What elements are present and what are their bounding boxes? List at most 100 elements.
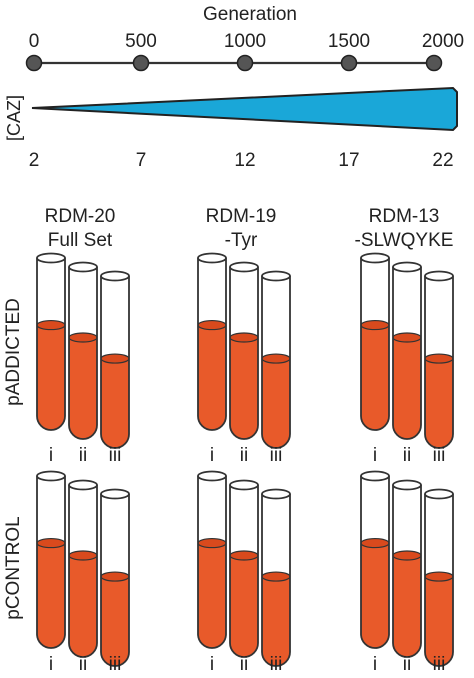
tube-r0-c0-i-meniscus: [36, 319, 66, 331]
tube-r0-c1-ii-rim: [229, 261, 259, 273]
tube-r1-c0-i: [36, 470, 66, 649]
caz-conc-2: 2: [29, 150, 40, 171]
generation-tick-0: 0: [29, 31, 40, 52]
column-header-rdm19-line2: -Tyr: [225, 230, 258, 251]
tube-r0-c1-ii-meniscus: [229, 332, 259, 343]
tube-r0-c1-iii-meniscus: [261, 353, 291, 364]
generation-tick-500: 500: [125, 31, 157, 52]
column-header-rdm20-line2: Full Set: [48, 230, 113, 251]
tube-r0-c2-i-liquid: [361, 325, 389, 430]
tube-label-r1-c1-ii: ii: [240, 654, 248, 675]
tube-r1-c1-ii-liquid: [230, 555, 258, 657]
tube-r1-c0-i-liquid: [37, 543, 65, 648]
tube-r1-c0-iii-rim: [100, 488, 130, 500]
column-header-rdm19-line1: RDM-19: [206, 206, 277, 227]
tube-r1-c1-i-rim: [197, 470, 227, 482]
caz-label: [CAZ]: [4, 95, 24, 141]
tube-r0-c2-i-rim: [360, 252, 390, 264]
tube-r0-c1-i-liquid: [198, 325, 226, 430]
generation-title: Generation: [203, 4, 297, 25]
tube-r1-c1-ii: [229, 479, 259, 658]
tube-r0-c2-ii-liquid: [393, 337, 421, 439]
timeline-node-2000: [425, 54, 443, 72]
tube-r0-c0-i-rim: [36, 252, 66, 264]
row-label-paddicted: pADDICTED: [3, 298, 24, 406]
timeline-node-1500: [340, 54, 358, 72]
tube-label-r1-c2-iii: iii: [433, 654, 446, 675]
tube-label-r0-c0-iii: iii: [109, 445, 122, 466]
tube-r1-c1-ii-meniscus: [229, 550, 259, 561]
tube-r1-c2-ii-rim: [392, 479, 422, 491]
tube-r0-c0-iii-glass: [100, 276, 130, 449]
tube-label-r0-c2-ii: ii: [403, 445, 411, 466]
timeline: Generation 0 500 1000 1500 2000 [CAZ] 2 …: [4, 4, 464, 171]
tube-r1-c0-i-glass: [36, 476, 66, 649]
tube-r0-c2-iii-glass: [424, 276, 454, 449]
tube-r1-c1-iii: [261, 488, 291, 667]
tube-r0-c0-ii-meniscus: [68, 332, 98, 343]
tube-label-r1-c1-iii: iii: [270, 654, 283, 675]
tube-r0-c1-ii: [229, 261, 259, 440]
tube-label-r0-c0-ii: ii: [79, 445, 87, 466]
tube-r1-c1-i-glass: [197, 476, 227, 649]
caz-conc-17: 17: [338, 150, 359, 171]
timeline-node-1000: [236, 54, 254, 72]
tube-r1-c2-i-rim: [360, 470, 390, 482]
tube-r0-c2-i: [360, 252, 390, 431]
caz-conc-12: 12: [234, 150, 255, 171]
tube-label-r1-c0-ii: ii: [79, 654, 87, 675]
tube-label-r0-c2-iii: iii: [433, 445, 446, 466]
tube-label-r0-c1-iii: iii: [270, 445, 283, 466]
tube-r1-c0-iii: [100, 488, 130, 667]
tube-r1-c0-i-meniscus: [36, 537, 66, 549]
tube-r1-c0-ii-rim: [68, 479, 98, 491]
tube-r1-c1-iii-rim: [261, 488, 291, 500]
tube-r1-c1-ii-rim: [229, 479, 259, 491]
tube-r0-c1-i-glass: [197, 258, 227, 431]
tube-r0-c2-ii: [392, 261, 422, 440]
tube-r1-c2-iii-liquid: [425, 576, 453, 666]
tube-r1-c2-iii-meniscus: [424, 571, 454, 582]
tube-r0-c0-iii: [100, 270, 130, 449]
tube-r0-c1-ii-glass: [229, 267, 259, 440]
caz-conc-22: 22: [432, 150, 453, 171]
caz-gradient-wedge: [31, 86, 458, 132]
tube-r1-c0-ii-meniscus: [68, 550, 98, 561]
tube-r0-c0-ii-liquid: [69, 337, 97, 439]
tube-r0-c1-i: [197, 252, 227, 431]
tube-r0-c0-iii-meniscus: [100, 353, 130, 364]
tube-r1-c0-iii-glass: [100, 494, 130, 667]
timeline-node-500: [132, 54, 150, 72]
column-headers: RDM-20 Full Set RDM-19 -Tyr RDM-13 -SLWQ…: [45, 206, 454, 251]
row-labels: pADDICTED pCONTROL: [3, 298, 24, 620]
tube-r1-c2-ii-meniscus: [392, 550, 422, 561]
tube-r0-c0-i-liquid: [37, 325, 65, 430]
tube-r1-c1-iii-liquid: [262, 576, 290, 666]
tube-r1-c2-ii-glass: [392, 485, 422, 658]
tube-label-r1-c2-i: i: [373, 654, 377, 675]
tube-r1-c2-ii-liquid: [393, 555, 421, 657]
tube-r0-c1-iii-rim: [261, 270, 291, 282]
row-label-pcontrol: pCONTROL: [3, 516, 24, 619]
tube-label-r1-c0-iii: iii: [109, 654, 122, 675]
tube-r1-c1-i-meniscus: [197, 537, 227, 549]
tube-r0-c0-i-glass: [36, 258, 66, 431]
tube-r0-c0-iii-rim: [100, 270, 130, 282]
generation-tick-1500: 1500: [328, 31, 370, 52]
tube-r0-c2-iii-liquid: [425, 358, 453, 448]
tube-r1-c2-iii-rim: [424, 488, 454, 500]
tube-label-r0-c0-i: i: [49, 445, 53, 466]
tube-r0-c1-i-meniscus: [197, 319, 227, 331]
tube-r1-c1-i: [197, 470, 227, 649]
tube-r0-c2-i-meniscus: [360, 319, 390, 331]
timeline-node-0: [25, 54, 43, 72]
tube-r1-c0-ii: [68, 479, 98, 658]
tube-r1-c0-i-rim: [36, 470, 66, 482]
tube-r0-c2-ii-meniscus: [392, 332, 422, 343]
tube-r1-c2-iii: [424, 488, 454, 667]
tube-r1-c1-iii-meniscus: [261, 571, 291, 582]
tube-r1-c2-i-meniscus: [360, 537, 390, 549]
column-header-rdm20-line1: RDM-20: [45, 206, 116, 227]
